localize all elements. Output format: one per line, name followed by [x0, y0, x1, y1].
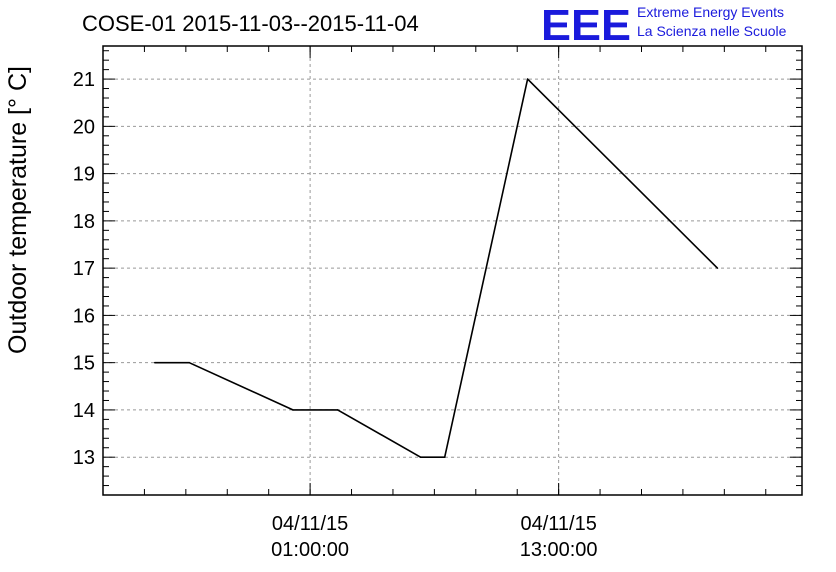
plot-frame	[102, 45, 803, 496]
data-point	[336, 409, 339, 411]
data-point	[716, 267, 719, 269]
data-point	[292, 409, 294, 411]
x-tick-label-date: 04/11/15	[520, 513, 596, 535]
data-point	[153, 361, 156, 364]
grid	[103, 46, 802, 495]
data-point	[526, 78, 529, 80]
logo-line-2: La Scienza nelle Scuole	[637, 23, 787, 39]
y-tick-label: 17	[73, 258, 95, 280]
series	[153, 78, 719, 459]
plot-border	[102, 45, 803, 496]
tick-marks	[103, 46, 802, 496]
temperature-line	[154, 78, 718, 459]
y-tick-label: 18	[73, 211, 95, 233]
x-tick-label-time: 01:00:00	[271, 539, 349, 561]
y-tick-label: 19	[73, 164, 95, 186]
x-tick-label-time: 13:00:00	[520, 539, 598, 561]
y-tick-label: 14	[73, 400, 95, 422]
eee-logo-mark: EEE	[541, 2, 631, 44]
data-point	[188, 361, 191, 364]
y-tick-label: 15	[73, 353, 95, 375]
eee-logo: EEE	[541, 2, 631, 44]
y-tick-label: 16	[73, 305, 95, 327]
tick-labels: 13 14 15 16 17 18 19 20 21 04/11/15 01:00:00 04/11/…	[73, 69, 598, 561]
y-tick-label: 21	[73, 69, 95, 91]
x-tick-label-date: 04/11/15	[272, 513, 348, 535]
logo-line-1: Extreme Energy Events	[637, 4, 785, 20]
chart-title: COSE-01 2015-11-03--2015-11-04	[82, 11, 419, 36]
data-point	[419, 456, 422, 458]
logo-caption: Extreme Energy Events La Scienza nelle S…	[637, 3, 786, 41]
y-tick-label: 13	[73, 447, 95, 469]
data-point	[443, 456, 446, 458]
y-axis-label: Outdoor temperature [° C]	[4, 66, 32, 354]
y-tick-label: 20	[73, 116, 95, 138]
